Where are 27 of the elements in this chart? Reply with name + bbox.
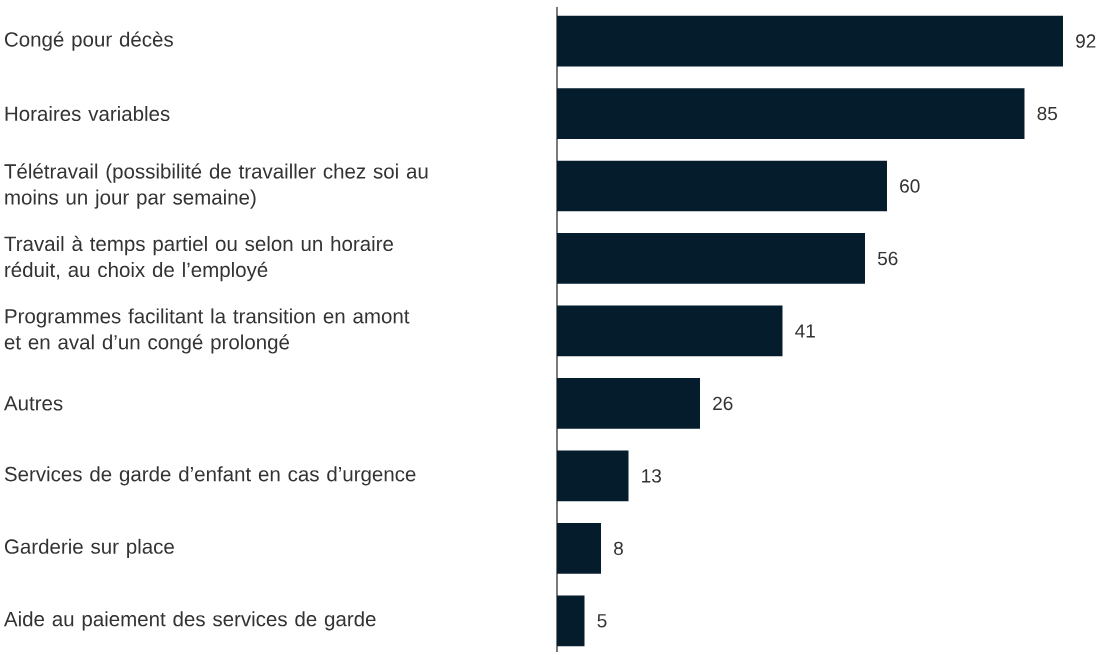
bar [557, 595, 585, 647]
bar [557, 233, 865, 284]
data-label: 56 [877, 251, 898, 266]
y-tick-label: Programmes facilitant la transition en amont et en aval d’un congé prolongé [4, 308, 410, 354]
y-tick-label: Télétravail (possibilité de travailler chez soi au moins un jour par semaine) [4, 163, 428, 209]
data-label: 41 [795, 324, 815, 338]
y-tick-label: Services de garde d’enfant en cas d’urgence [4, 466, 416, 486]
bar [557, 15, 1063, 67]
y-tick-label: Horaires variables [5, 106, 170, 122]
bar [557, 88, 1025, 139]
data-label: 13 [642, 469, 661, 483]
bar [557, 160, 887, 212]
data-label: 8 [614, 541, 623, 556]
y-tick-label: Garderie sur place [4, 538, 174, 558]
y-tick-label: Travail à temps partiel ou selon un horaire réduit, au choix de l’employé [4, 235, 393, 282]
bar [557, 378, 700, 429]
data-label: 26 [713, 396, 733, 411]
y-tick-label: Congé pour décès [4, 31, 173, 51]
data-label: 5 [597, 614, 607, 628]
y-tick-label: Autres [3, 396, 63, 411]
y-tick-label: Aide au paiement des services de garde [3, 611, 376, 631]
data-label: 92 [1076, 34, 1096, 48]
bar [557, 522, 601, 574]
data-label: 85 [1037, 106, 1058, 121]
bar [557, 305, 783, 357]
data-label: 60 [900, 179, 920, 193]
bar [557, 450, 629, 502]
